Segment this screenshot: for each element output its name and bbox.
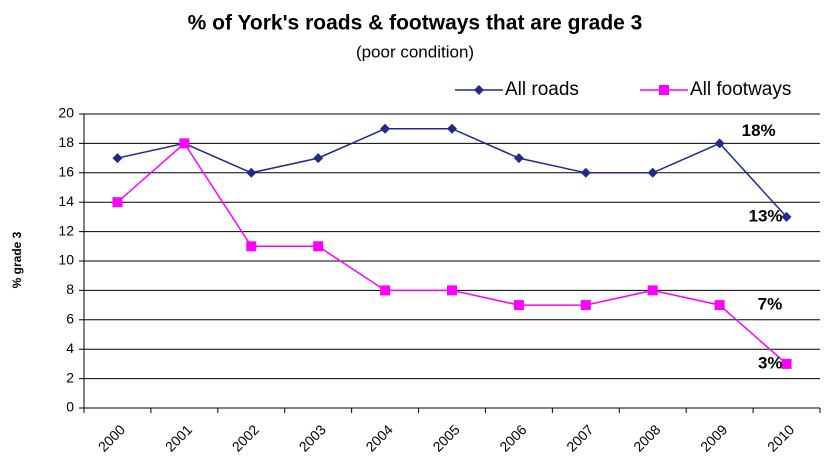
marker	[246, 241, 257, 252]
x-tick-label: 2007	[563, 421, 596, 454]
marker	[179, 138, 190, 149]
x-tick-label: 2005	[429, 421, 462, 454]
legend-label: All footways	[690, 79, 791, 100]
data-label: 7%	[758, 295, 783, 314]
marker	[313, 241, 324, 252]
marker	[313, 153, 324, 164]
y-tick-label: 6	[66, 311, 74, 327]
marker	[447, 285, 457, 296]
marker	[513, 300, 524, 311]
marker	[246, 167, 257, 178]
chart-title: % of York's roads & footways that are gr…	[188, 12, 643, 35]
marker	[714, 138, 725, 149]
x-tick-label: 2004	[362, 421, 395, 454]
x-tick-label: 2010	[764, 421, 797, 454]
y-tick-label: 14	[58, 193, 74, 209]
x-tick-label: 2002	[229, 421, 262, 454]
marker	[474, 85, 484, 95]
x-tick-label: 2000	[95, 421, 128, 454]
y-tick-label: 20	[58, 105, 74, 121]
y-tick-label: 18	[58, 134, 74, 150]
x-tick-label: 2008	[630, 421, 663, 454]
x-tick-label: 2009	[697, 421, 730, 454]
marker	[647, 167, 658, 178]
y-tick-label: 16	[58, 164, 74, 180]
marker	[380, 285, 391, 296]
marker	[513, 153, 524, 164]
marker	[380, 123, 391, 134]
marker	[112, 197, 123, 208]
y-tick-label: 0	[66, 399, 74, 415]
y-tick-label: 4	[66, 340, 74, 356]
legend-label: All roads	[505, 79, 579, 100]
data-label: 3%	[758, 353, 783, 372]
marker	[580, 167, 591, 178]
marker	[714, 300, 725, 311]
y-tick-label: 12	[58, 222, 74, 238]
y-tick-label: 2	[66, 369, 74, 385]
y-tick-label: 8	[66, 281, 74, 297]
marker	[659, 85, 669, 95]
x-tick-label: 2001	[162, 421, 195, 454]
marker	[781, 211, 792, 222]
series-line	[116, 142, 788, 365]
marker	[647, 285, 658, 296]
y-tick-label: 10	[58, 252, 74, 268]
data-label: 18%	[742, 121, 776, 140]
x-tick-label: 2003	[296, 421, 329, 454]
data-label: 13%	[749, 206, 783, 225]
chart-subtitle: (poor condition)	[356, 42, 474, 61]
marker	[781, 358, 792, 369]
x-tick-label: 2006	[496, 421, 529, 454]
y-axis-label: % grade 3	[10, 231, 24, 288]
marker	[447, 123, 457, 134]
marker	[580, 300, 591, 311]
marker	[112, 153, 123, 164]
